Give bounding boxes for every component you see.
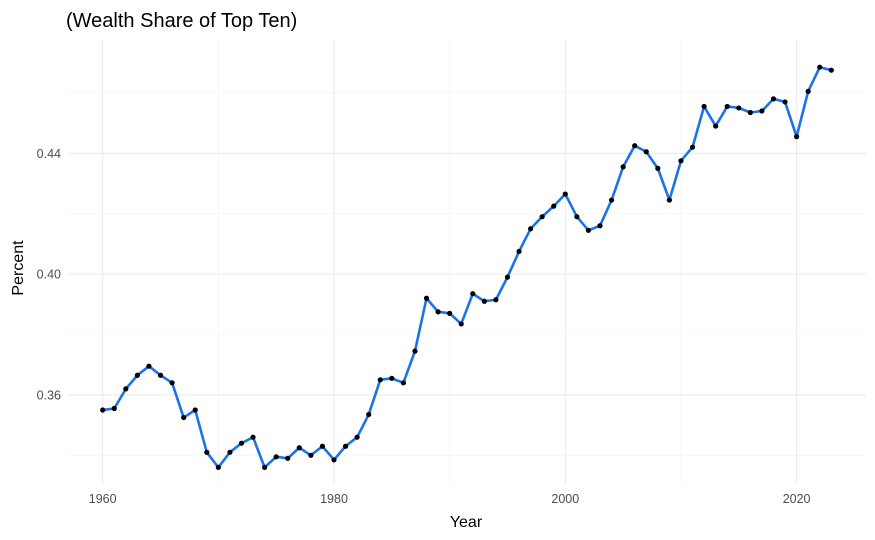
data-point bbox=[215, 464, 221, 470]
data-point bbox=[111, 405, 117, 412]
x-axis-tick-labels: 1960 1980 2000 2020 bbox=[89, 492, 811, 506]
data-point bbox=[250, 434, 256, 440]
data-point bbox=[632, 143, 638, 149]
data-point bbox=[689, 144, 696, 150]
data-point bbox=[701, 103, 707, 110]
data-point bbox=[770, 96, 777, 102]
data-point bbox=[262, 464, 268, 470]
data-point bbox=[585, 227, 592, 233]
y-axis-tick-labels: 0.36 0.40 0.44 bbox=[37, 147, 61, 403]
data-point bbox=[285, 455, 291, 461]
data-point bbox=[342, 443, 349, 449]
data-point bbox=[146, 363, 152, 369]
data-point bbox=[447, 310, 453, 316]
data-point bbox=[366, 411, 372, 418]
x-tick-label: 1980 bbox=[320, 492, 348, 506]
x-tick-label: 2000 bbox=[551, 492, 579, 506]
data-point bbox=[516, 248, 522, 255]
data-point bbox=[470, 291, 476, 297]
data-point bbox=[655, 165, 661, 171]
data-point bbox=[273, 454, 279, 460]
data-point bbox=[458, 321, 464, 327]
data-point bbox=[574, 214, 580, 220]
data-point bbox=[620, 164, 626, 170]
data-point bbox=[377, 377, 383, 383]
data-point bbox=[238, 440, 245, 446]
data-point bbox=[481, 298, 487, 304]
data-point bbox=[562, 191, 568, 197]
data-point bbox=[817, 64, 823, 70]
chart-title: (Wealth Share of Top Ten) bbox=[66, 10, 297, 32]
data-point bbox=[493, 297, 499, 303]
series-line-layer bbox=[101, 65, 833, 469]
data-point bbox=[296, 445, 302, 451]
data-point bbox=[747, 109, 753, 116]
data-point bbox=[782, 99, 788, 105]
data-point bbox=[678, 158, 684, 164]
data-point bbox=[319, 443, 326, 449]
data-point bbox=[608, 197, 615, 203]
data-point bbox=[597, 223, 603, 229]
data-point bbox=[123, 386, 129, 392]
data-point bbox=[134, 372, 140, 378]
data-point bbox=[389, 375, 395, 381]
data-point bbox=[412, 348, 418, 354]
data-point bbox=[100, 407, 106, 413]
data-point bbox=[169, 380, 175, 386]
data-point bbox=[828, 67, 834, 73]
data-point bbox=[666, 197, 672, 203]
data-point bbox=[528, 226, 534, 232]
y-tick-label: 0.44 bbox=[37, 147, 61, 161]
data-point bbox=[736, 105, 742, 111]
y-tick-label: 0.40 bbox=[37, 268, 61, 282]
data-point bbox=[157, 372, 164, 378]
series-line bbox=[101, 65, 833, 469]
data-point bbox=[713, 123, 719, 129]
data-point bbox=[724, 103, 730, 110]
y-tick-label: 0.36 bbox=[37, 388, 61, 402]
x-tick-label: 1960 bbox=[89, 492, 117, 506]
data-point bbox=[794, 134, 800, 140]
x-axis-title: Year bbox=[450, 514, 483, 531]
data-point bbox=[181, 414, 187, 421]
data-point bbox=[331, 457, 337, 463]
data-point bbox=[435, 309, 441, 315]
grid-lines bbox=[68, 40, 866, 484]
x-tick-label: 2020 bbox=[783, 492, 811, 506]
data-point bbox=[204, 449, 210, 455]
data-points-layer bbox=[100, 64, 834, 470]
data-point bbox=[504, 274, 511, 280]
data-point bbox=[805, 88, 811, 94]
data-point bbox=[551, 203, 557, 209]
y-axis-title: Percent bbox=[10, 240, 27, 296]
data-point bbox=[539, 214, 545, 220]
data-point bbox=[643, 149, 649, 155]
data-point bbox=[354, 434, 360, 440]
data-point bbox=[423, 295, 430, 301]
data-point bbox=[227, 449, 233, 455]
data-point bbox=[308, 452, 314, 458]
data-point bbox=[192, 407, 198, 413]
data-point bbox=[759, 108, 765, 114]
data-point bbox=[400, 380, 406, 386]
